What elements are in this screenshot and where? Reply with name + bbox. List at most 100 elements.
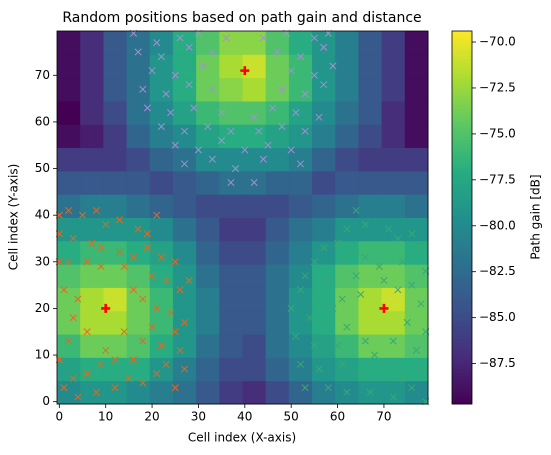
heatmap-cell <box>103 77 128 102</box>
heatmap-cell <box>312 54 336 79</box>
scatter-point <box>171 71 179 79</box>
heatmap-cell <box>335 264 359 288</box>
colorbar-gradient <box>452 229 472 234</box>
colorbar-gradient <box>452 205 472 209</box>
scatter-point <box>116 216 124 224</box>
heatmap-cell <box>265 170 290 195</box>
colorbar-gradient <box>452 102 472 106</box>
heatmap-cell <box>335 147 359 172</box>
scatter-point <box>338 360 346 368</box>
colorbar-gradient <box>452 341 472 346</box>
scatter-point <box>139 379 147 387</box>
colorbar-gradient <box>452 167 472 172</box>
heatmap-cell <box>381 264 406 288</box>
colorbar-gradient <box>452 74 472 79</box>
heatmap-cell <box>149 287 174 312</box>
scatter-point <box>287 146 295 154</box>
colorbar-gradient <box>452 40 472 44</box>
colorbar-tick-label: −82.5 <box>479 264 516 278</box>
heatmap-cell <box>265 194 290 218</box>
heatmap-cell <box>219 54 243 79</box>
scatter-point <box>92 206 100 215</box>
scatter-point <box>97 360 105 368</box>
scatter-point <box>83 370 91 378</box>
heatmap-cell <box>404 334 429 358</box>
heatmap-cell <box>149 170 174 195</box>
heatmap-cell <box>288 310 313 335</box>
heatmap-cell <box>219 77 243 102</box>
heatmap-cell <box>265 287 290 312</box>
scatter-point <box>287 67 295 75</box>
scatter-point <box>324 384 332 392</box>
scatter-point <box>157 342 165 350</box>
colorbar-gradient <box>452 223 472 228</box>
heatmap-cell <box>126 310 151 335</box>
heatmap-cell <box>103 287 128 312</box>
colorbar-gradient <box>452 99 472 103</box>
heatmap-cell <box>103 240 128 265</box>
colorbar-gradient <box>452 43 472 47</box>
scatter-point <box>171 328 179 336</box>
heatmap-cell <box>103 147 128 172</box>
colorbar-gradient <box>452 254 472 259</box>
heatmap-cell <box>149 217 174 242</box>
x-tick-label: 30 <box>191 410 206 424</box>
heatmap-cell <box>126 124 151 149</box>
heatmap-cell <box>404 194 429 218</box>
scatter-point <box>320 43 328 51</box>
scatter-point <box>218 109 226 117</box>
colorbar-gradient <box>452 267 472 271</box>
heatmap-cell <box>172 380 197 405</box>
scatter-point <box>343 323 351 331</box>
colorbar-gradient <box>452 58 472 63</box>
scatter-point <box>301 127 309 135</box>
scatter-point <box>102 346 110 354</box>
scatter-point <box>320 244 328 252</box>
heatmap-cell <box>312 357 336 382</box>
scatter-point <box>255 127 263 135</box>
scatter-point <box>375 262 383 271</box>
y-tick-label: 10 <box>35 348 50 362</box>
heatmap-cell <box>288 54 313 79</box>
scatter-point <box>278 85 286 93</box>
scatter-point <box>338 258 346 266</box>
scatter-point <box>296 53 305 61</box>
heatmap-cell <box>265 264 290 288</box>
scatter-point <box>292 109 300 117</box>
scatter-point <box>60 286 68 294</box>
heatmap-cell <box>57 380 81 405</box>
scatter-point <box>78 211 87 219</box>
heatmap-cell <box>288 100 313 125</box>
colorbar-gradient <box>452 195 472 200</box>
heatmap-cell <box>196 380 220 405</box>
colorbar-gradient <box>452 49 472 54</box>
heatmap-cell <box>381 380 406 405</box>
heatmap-cell <box>242 264 267 288</box>
scatter-point <box>204 123 212 131</box>
heatmap-cell <box>358 334 383 358</box>
heatmap-cell <box>57 194 81 218</box>
scatter-point <box>320 318 328 326</box>
scatter-point <box>389 393 397 401</box>
heatmap-cell <box>242 194 267 218</box>
scatter-point <box>65 337 73 345</box>
scatter-point <box>116 248 124 257</box>
heatmap-cell <box>404 54 429 79</box>
heatmap-cell <box>404 100 429 125</box>
heatmap-cell <box>126 170 151 195</box>
scatter-point <box>352 206 360 215</box>
heatmap-cell <box>381 334 406 358</box>
colorbar-gradient <box>452 86 472 91</box>
colorbar-gradient <box>452 261 472 265</box>
scatter-point <box>241 146 249 154</box>
scatter-point <box>250 113 258 121</box>
plot-frame <box>56 30 429 405</box>
heatmap-cell <box>358 147 383 172</box>
colorbar-gradient <box>452 201 472 206</box>
colorbar-gradient <box>452 385 472 389</box>
colorbar-gradient <box>452 31 472 35</box>
colorbar-tick-label: −85.0 <box>479 310 516 324</box>
x-tick-label: 40 <box>237 410 252 424</box>
heatmap-cell <box>103 264 128 288</box>
scatter-point <box>259 34 267 42</box>
